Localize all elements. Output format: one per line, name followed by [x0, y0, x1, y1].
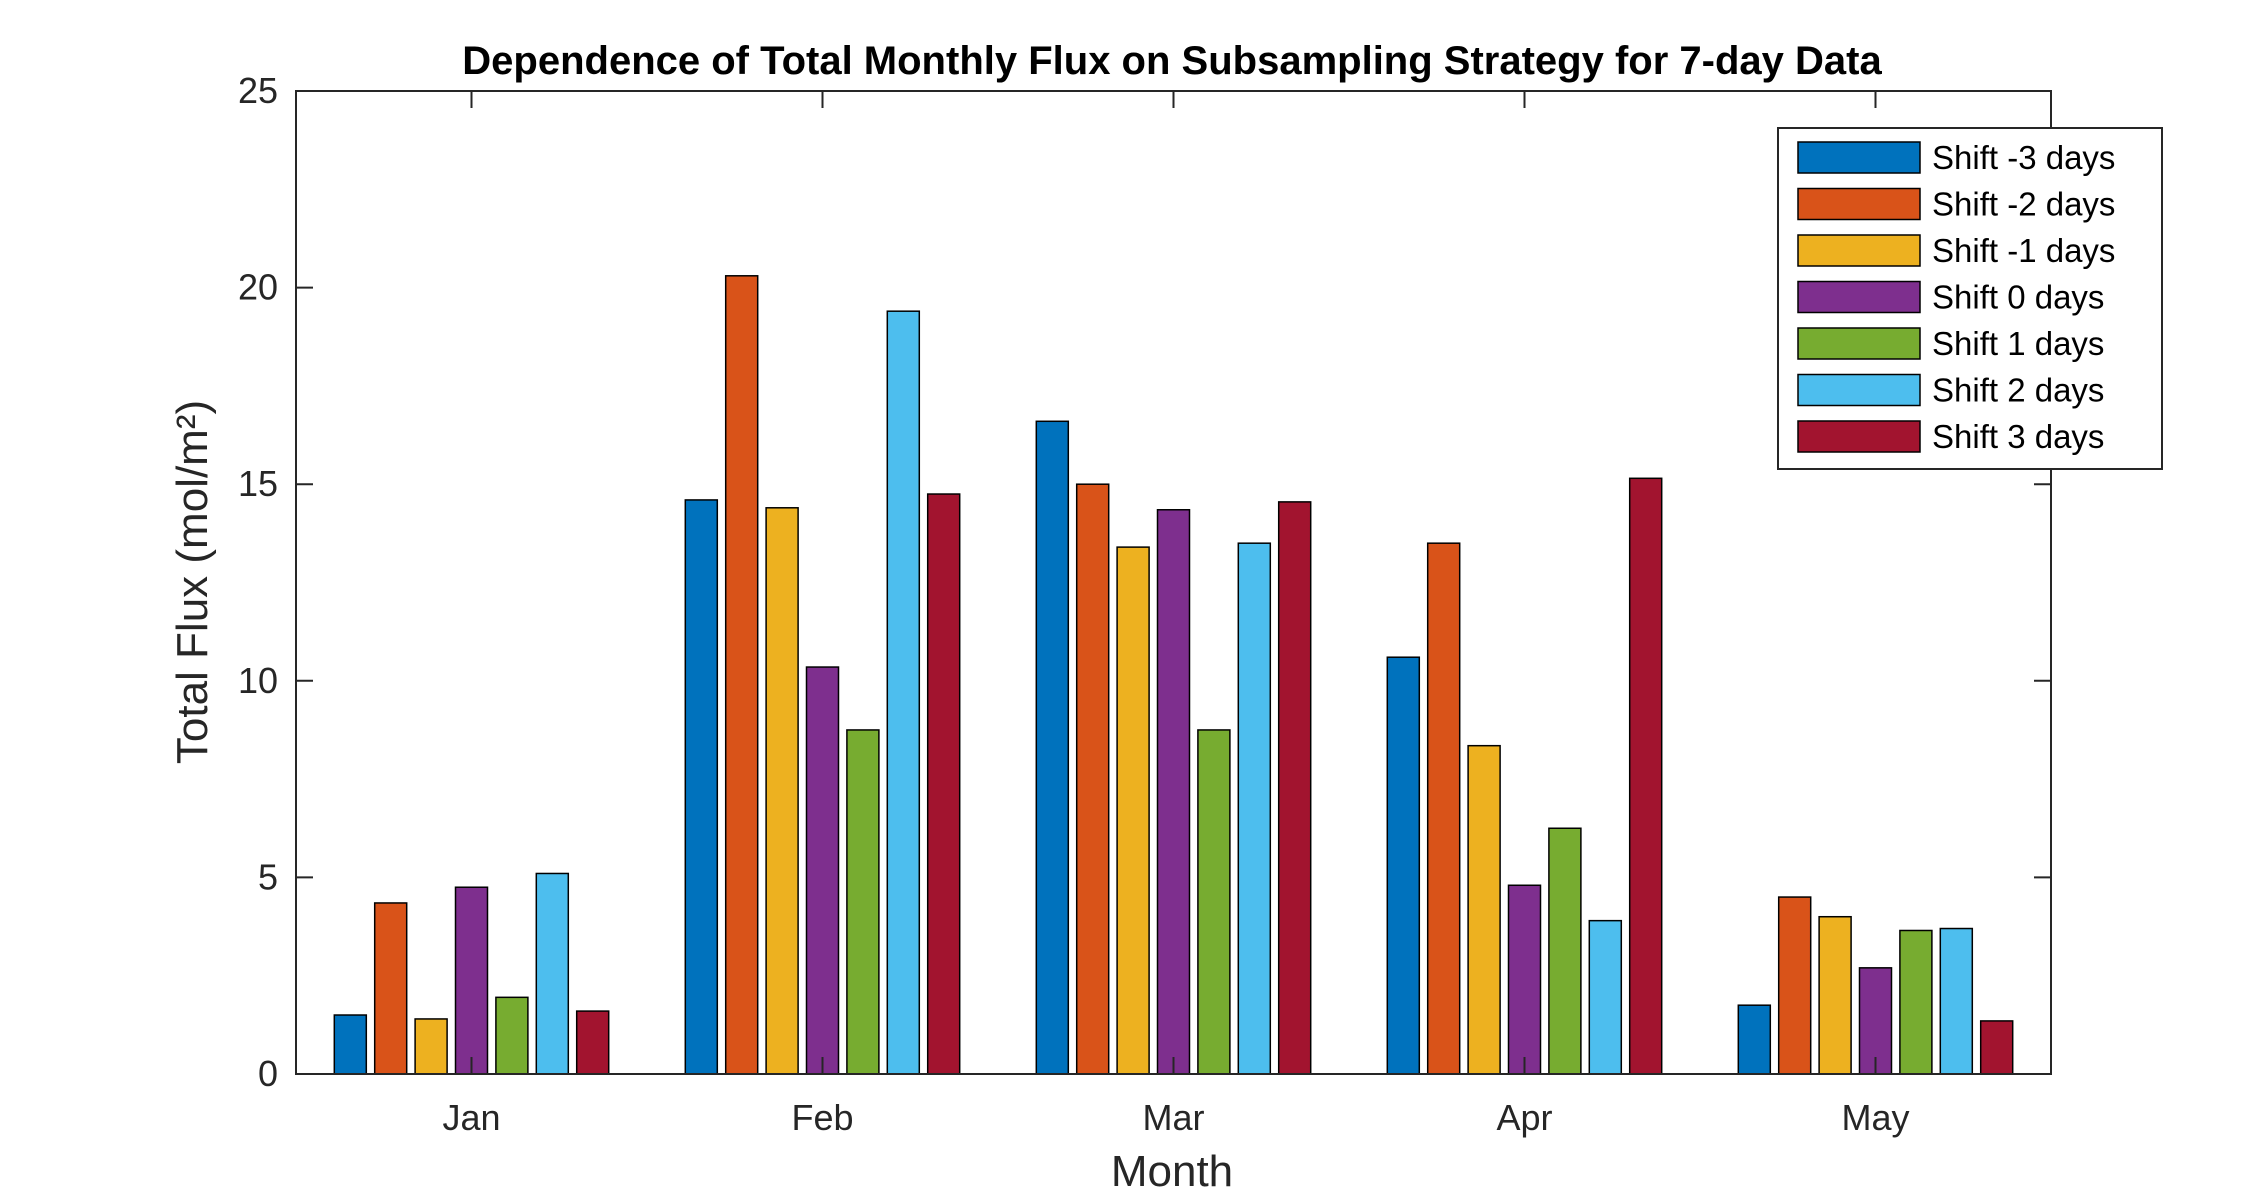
bar-may-series-7 [1979, 1020, 2014, 1075]
legend-swatch-2 [1797, 187, 1921, 221]
bar-feb-series-7 [926, 493, 961, 1075]
x-tick-label-feb: Feb [791, 1097, 853, 1138]
x-tick-label-apr: Apr [1496, 1097, 1552, 1138]
y-tick-label-20: 20 [238, 267, 278, 308]
legend-label-6: Shift 2 days [1932, 372, 2104, 409]
bar-apr-series-3 [1467, 744, 1501, 1075]
bar-jan-series-3 [414, 1018, 448, 1075]
legend-label-4: Shift 0 days [1932, 279, 2104, 316]
legend-swatch-5 [1797, 327, 1921, 360]
bar-mar-series-1 [1035, 420, 1070, 1075]
legend-swatch-6 [1797, 373, 1921, 407]
bar-may-series-6 [1939, 927, 1974, 1075]
x-tick-label-mar: Mar [1143, 1097, 1205, 1138]
bar-apr-series-2 [1426, 542, 1461, 1075]
bar-apr-series-6 [1588, 919, 1623, 1075]
bar-may-series-4 [1858, 967, 1893, 1075]
y-axis-label: Total Flux (mol/m²) [168, 400, 217, 764]
bar-feb-series-1 [684, 499, 719, 1075]
bar-apr-series-4 [1507, 884, 1542, 1075]
bar-feb-series-6 [886, 310, 921, 1075]
legend-label-1: Shift -3 days [1932, 139, 2115, 176]
legend-label-7: Shift 3 days [1932, 418, 2104, 455]
bar-mar-series-7 [1277, 501, 1312, 1075]
y-tick-label-0: 0 [258, 1053, 278, 1094]
y-tick-label-10: 10 [238, 660, 278, 701]
bar-apr-series-1 [1386, 656, 1421, 1075]
bar-mar-series-2 [1075, 483, 1110, 1075]
bar-jan-series-4 [454, 886, 489, 1075]
bar-may-series-5 [1899, 929, 1933, 1075]
legend-label-5: Shift 1 days [1932, 325, 2104, 362]
bar-mar-series-5 [1197, 729, 1231, 1075]
bar-may-series-3 [1818, 915, 1852, 1075]
bar-mar-series-4 [1156, 509, 1191, 1075]
y-tick-label-15: 15 [238, 463, 278, 504]
bar-may-series-1 [1737, 1004, 1772, 1075]
legend-label-2: Shift -2 days [1932, 186, 2115, 223]
bar-feb-series-2 [724, 275, 759, 1075]
legend-swatch-1 [1797, 141, 1921, 174]
y-tick-label-5: 5 [258, 856, 278, 897]
x-tick-label-jan: Jan [442, 1097, 500, 1138]
bar-jan-series-6 [535, 872, 570, 1075]
bar-jan-series-2 [373, 902, 408, 1075]
legend-swatch-3 [1797, 234, 1921, 267]
bar-mar-series-6 [1237, 542, 1272, 1075]
bar-feb-series-4 [805, 666, 840, 1075]
y-tick-label-25: 25 [238, 70, 278, 111]
bar-jan-series-1 [333, 1014, 368, 1075]
bar-apr-series-5 [1548, 827, 1582, 1075]
bar-apr-series-7 [1628, 477, 1663, 1075]
bar-jan-series-5 [495, 996, 529, 1075]
bars-layer [333, 275, 2014, 1075]
ticks-layer: 0 5 10 15 20 25 Jan Feb Mar Apr May [238, 70, 2051, 1138]
legend: Shift -3 days Shift -2 days Shift -1 days S… [1777, 127, 2163, 470]
bar-feb-series-5 [846, 729, 880, 1075]
bar-feb-series-3 [765, 507, 799, 1075]
bar-may-series-2 [1777, 896, 1812, 1075]
legend-items: Shift -3 days Shift -2 days Shift -1 days S… [1797, 139, 2115, 455]
legend-swatch-4 [1797, 280, 1921, 314]
bar-jan-series-7 [575, 1010, 610, 1075]
legend-swatch-7 [1797, 420, 1921, 453]
legend-label-3: Shift -1 days [1932, 232, 2115, 269]
bar-mar-series-3 [1116, 546, 1150, 1075]
chart-title: Dependence of Total Monthly Flux on Subs… [462, 39, 1882, 83]
x-tick-label-may: May [1841, 1097, 1909, 1138]
x-axis-label: Month [1111, 1147, 1233, 1196]
